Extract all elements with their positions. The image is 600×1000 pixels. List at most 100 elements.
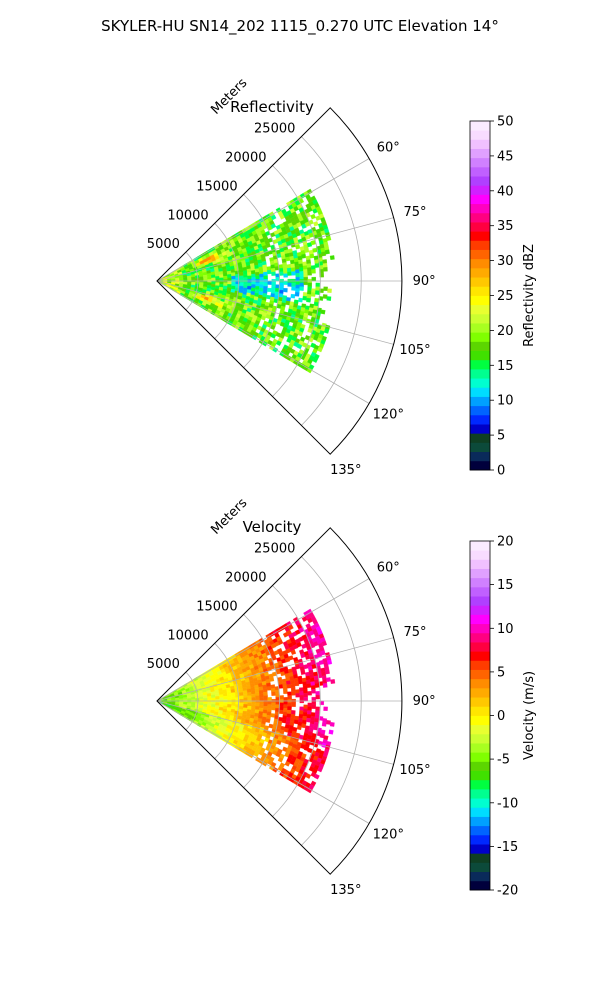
reflectivity-cell bbox=[283, 269, 288, 274]
reflectivity-cell bbox=[326, 235, 332, 241]
velocity-cell bbox=[310, 681, 316, 686]
reflectivity-cell bbox=[234, 267, 240, 272]
reflectivity-cell bbox=[262, 268, 268, 273]
velocity-cell bbox=[211, 703, 216, 708]
reflectivity-range-tick-label: 15000 bbox=[196, 179, 237, 194]
reflectivity-cell bbox=[290, 267, 296, 272]
reflectivity-colorbar-segment bbox=[470, 194, 490, 205]
velocity-colorbar-segment bbox=[470, 752, 490, 762]
velocity-cell bbox=[301, 723, 307, 729]
reflectivity-cell bbox=[219, 274, 224, 279]
reflectivity-cell bbox=[271, 271, 276, 276]
velocity-cell bbox=[231, 695, 236, 700]
reflectivity-cell bbox=[291, 286, 296, 291]
velocity-cell bbox=[271, 691, 276, 696]
velocity-cell bbox=[311, 704, 316, 709]
reflectivity-colorbar-segment bbox=[470, 212, 490, 223]
velocity-sector-frame bbox=[156, 527, 403, 875]
velocity-cell bbox=[311, 696, 316, 702]
velocity-cell bbox=[287, 702, 292, 707]
velocity-azimuth-tick-label: 60° bbox=[377, 561, 400, 576]
velocity-cell bbox=[291, 691, 296, 696]
reflectivity-cell bbox=[251, 273, 256, 278]
reflectivity-cell bbox=[263, 251, 270, 257]
velocity-cell bbox=[313, 773, 320, 780]
velocity-azimuth-tick-label: 75° bbox=[403, 625, 426, 640]
reflectivity-cell bbox=[285, 300, 291, 306]
reflectivity-azimuth-line bbox=[156, 158, 370, 282]
velocity-cell bbox=[299, 691, 304, 696]
velocity-cell bbox=[284, 761, 291, 767]
reflectivity-cell bbox=[304, 221, 311, 227]
reflectivity-cell bbox=[315, 290, 320, 295]
reflectivity-cell bbox=[238, 265, 243, 270]
reflectivity-colorbar-segment bbox=[470, 176, 490, 186]
reflectivity-colorbar-tick-label: 30 bbox=[497, 254, 514, 269]
velocity-cell bbox=[306, 714, 312, 719]
velocity-cell bbox=[243, 704, 248, 709]
reflectivity-cell bbox=[207, 276, 212, 280]
reflectivity-colorbar-segment bbox=[470, 323, 490, 333]
velocity-colorbar-tick-label: 5 bbox=[497, 665, 505, 680]
reflectivity-cell bbox=[187, 280, 192, 284]
velocity-colorbar-tick-label: 0 bbox=[497, 709, 505, 724]
reflectivity-colorbar-segment bbox=[470, 414, 490, 425]
reflectivity-cell bbox=[270, 289, 276, 294]
reflectivity-cell bbox=[239, 275, 244, 280]
velocity-cell bbox=[291, 702, 296, 707]
velocity-cell bbox=[227, 697, 232, 702]
velocity-cell bbox=[314, 683, 320, 688]
velocity-cell bbox=[292, 644, 299, 650]
reflectivity-cell bbox=[306, 259, 311, 265]
velocity-colorbar-segment bbox=[470, 733, 490, 744]
velocity-colorbar-segment bbox=[470, 807, 490, 817]
reflectivity-cell bbox=[270, 214, 277, 221]
velocity-cell bbox=[254, 709, 260, 714]
reflectivity-azimuth-tick-label: 90° bbox=[413, 274, 436, 289]
reflectivity-colorbar-segment bbox=[470, 396, 490, 407]
velocity-cell bbox=[198, 693, 204, 698]
reflectivity-colorbar-segment bbox=[470, 332, 490, 342]
reflectivity-cell bbox=[315, 286, 320, 291]
reflectivity-colorbar-segment bbox=[470, 433, 490, 443]
reflectivity-cell bbox=[247, 285, 252, 290]
velocity-cell bbox=[278, 709, 284, 715]
velocity-colorbar-segment bbox=[470, 642, 490, 652]
reflectivity-cell bbox=[235, 280, 240, 285]
velocity-cell bbox=[276, 739, 282, 745]
reflectivity-cell bbox=[231, 272, 236, 277]
velocity-range-tick-label: 20000 bbox=[225, 571, 266, 586]
velocity-cell bbox=[235, 697, 240, 702]
reflectivity-colorbar-segment bbox=[470, 185, 490, 195]
velocity-cell bbox=[309, 677, 315, 683]
velocity-cell bbox=[323, 706, 328, 711]
reflectivity-cell bbox=[246, 268, 252, 273]
velocity-cell bbox=[282, 685, 288, 691]
reflectivity-cell bbox=[235, 277, 240, 282]
reflectivity-cell bbox=[286, 264, 292, 269]
velocity-cell bbox=[282, 682, 288, 687]
velocity-cell bbox=[238, 688, 244, 693]
velocity-colorbar-segment bbox=[470, 623, 490, 634]
reflectivity-cell bbox=[329, 255, 335, 260]
reflectivity-azimuth-tick-label: 120° bbox=[373, 408, 404, 423]
velocity-cell bbox=[239, 702, 244, 707]
reflectivity-cell bbox=[199, 276, 204, 280]
reflectivity-cell bbox=[255, 271, 260, 276]
velocity-cell bbox=[324, 669, 330, 675]
velocity-cell bbox=[298, 714, 304, 719]
velocity-cell bbox=[295, 689, 300, 694]
reflectivity-cell bbox=[299, 286, 304, 291]
reflectivity-azimuth-line bbox=[156, 280, 370, 404]
velocity-cell bbox=[235, 700, 240, 705]
reflectivity-cell bbox=[259, 273, 264, 278]
velocity-azimuth-tick-label: 105° bbox=[399, 763, 430, 778]
velocity-colorbar-tick-label: -20 bbox=[497, 884, 518, 899]
reflectivity-cell bbox=[214, 272, 220, 277]
velocity-colorbar-segment bbox=[470, 706, 490, 716]
velocity-range-tick-label: 10000 bbox=[167, 628, 208, 643]
velocity-cell bbox=[262, 684, 268, 689]
reflectivity-colorbar-segment bbox=[470, 277, 490, 287]
reflectivity-cell bbox=[238, 268, 244, 273]
velocity-cell bbox=[246, 709, 252, 714]
